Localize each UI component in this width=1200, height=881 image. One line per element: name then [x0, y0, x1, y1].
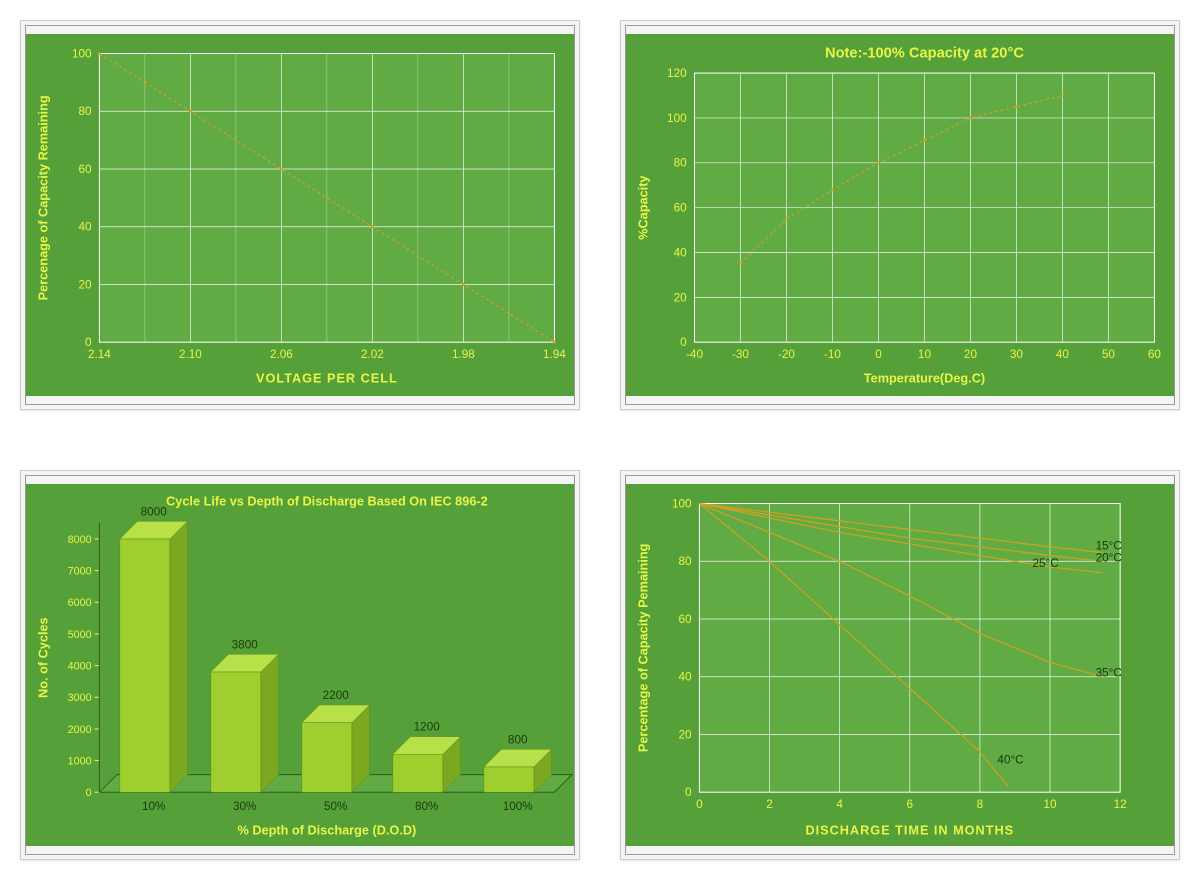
y-tick-label: 100	[667, 112, 687, 125]
bar-value-label: 3800	[232, 638, 259, 651]
x-tick-label: 2.10	[179, 348, 202, 361]
chart-title: Note:-100% Capacity at 20°C	[825, 45, 1024, 61]
chart-voltage-capacity: 2.14 2.10 2.06 2.02 1.98 1.94 0 20 40 60 80 100 VOLT…	[25, 25, 575, 405]
y-tick-label: 40	[79, 221, 93, 234]
y-tick-label: 6000	[68, 597, 92, 609]
x-tick-label: 10	[918, 348, 932, 361]
y-tick-label: 80	[674, 157, 688, 170]
y-tick-label: 5000	[68, 629, 92, 641]
x-tick-label: -40	[686, 348, 703, 361]
y-tick-label: 20	[679, 728, 693, 741]
x-axis-label: % Depth of Discharge (D.O.D)	[238, 822, 417, 837]
bar	[484, 767, 534, 792]
x-tick-label: 20	[964, 348, 978, 361]
chart-cycle-life-bar: 0 1000 2000 3000 4000 5000 6000 7000 8000 8000 10%…	[25, 475, 575, 855]
x-tick-label: -20	[778, 348, 795, 361]
x-tick-label: 60	[1148, 348, 1162, 361]
y-tick-label: 100	[672, 497, 692, 510]
series-label: 35°C	[1096, 667, 1123, 680]
y-tick-label: 4000	[68, 660, 92, 672]
x-tick-label: 50	[1102, 348, 1116, 361]
y-tick-label: 120	[667, 67, 687, 80]
x-tick-label: 10	[1044, 798, 1058, 811]
y-tick-label: 20	[674, 291, 688, 304]
x-tick-label: 50%	[324, 800, 348, 813]
y-tick-label: 60	[674, 202, 688, 215]
y-tick-label: 60	[679, 613, 693, 626]
x-tick-label: 30%	[233, 800, 257, 813]
bar-value-label: 1200	[414, 721, 441, 734]
x-tick-label: 30	[1010, 348, 1024, 361]
y-tick-label: 0	[86, 787, 92, 799]
x-tick-label: 0	[875, 348, 882, 361]
y-tick-label: 40	[674, 246, 688, 259]
y-tick-label: 7000	[68, 566, 92, 578]
x-tick-label: 2.02	[361, 348, 384, 361]
bar	[393, 754, 443, 792]
chart-title: Cycle Life vs Depth of Discharge Based O…	[166, 493, 488, 508]
y-axis-label: %Capacity	[636, 175, 651, 239]
x-tick-label: 40	[1056, 348, 1070, 361]
series-label: 40°C	[997, 753, 1024, 766]
y-tick-label: 80	[679, 555, 693, 568]
bar-value-label: 800	[508, 733, 528, 746]
x-tick-label: 1.94	[543, 348, 566, 361]
y-tick-label: 0	[685, 786, 692, 799]
chart-self-discharge: 02468101202040608010015°C20°C25°C35°C40°…	[625, 475, 1175, 855]
x-tick-label: 12	[1114, 798, 1127, 811]
x-axis-label: DISCHARGE TIME IN MONTHS	[805, 822, 1014, 837]
x-tick-label: 2	[766, 798, 773, 811]
chart-temperature-capacity: -40 -30 -20 -10 0 10 20 30 40 50 60 0 20 40 60 80 100 120…	[625, 25, 1175, 405]
x-tick-label: 8	[977, 798, 984, 811]
y-tick-label: 100	[72, 47, 92, 60]
x-tick-label: 100%	[503, 800, 534, 813]
bar-value-label: 2200	[323, 689, 350, 702]
y-axis-label: Percenage of Capacity Remaining	[36, 95, 51, 300]
y-tick-label: 2000	[68, 724, 92, 736]
series-label: 25°C	[1033, 557, 1060, 570]
y-axis-label: No. of Cycles	[36, 617, 51, 698]
x-tick-label: 6	[907, 798, 914, 811]
y-tick-label: 1000	[68, 755, 92, 767]
x-tick-label: -10	[824, 348, 841, 361]
x-tick-label: 2.14	[88, 348, 111, 361]
x-tick-label: 4	[836, 798, 843, 811]
y-axis-label: Percentage of Capacity Pemaining	[636, 544, 651, 753]
bar	[302, 723, 352, 793]
x-tick-label: 1.98	[452, 348, 475, 361]
x-tick-label: 0	[696, 798, 703, 811]
y-tick-label: 80	[79, 105, 93, 118]
x-tick-label: -30	[732, 348, 749, 361]
y-tick-label: 3000	[68, 692, 92, 704]
x-tick-label: 10%	[142, 800, 166, 813]
x-tick-label: 2.06	[270, 348, 293, 361]
y-tick-label: 0	[680, 336, 687, 349]
x-axis-label: Temperature(Deg.C)	[864, 370, 985, 385]
bar	[211, 672, 261, 792]
series-label: 20°C	[1096, 551, 1123, 564]
x-tick-label: 80%	[415, 800, 439, 813]
y-tick-label: 40	[679, 671, 693, 684]
bar-value-label: 8000	[141, 505, 168, 518]
x-axis-label: VOLTAGE PER CELL	[256, 370, 398, 385]
y-tick-label: 0	[85, 336, 92, 349]
bar	[120, 539, 170, 792]
y-tick-label: 20	[79, 278, 93, 291]
y-tick-label: 60	[79, 163, 93, 176]
y-tick-label: 8000	[68, 534, 92, 546]
